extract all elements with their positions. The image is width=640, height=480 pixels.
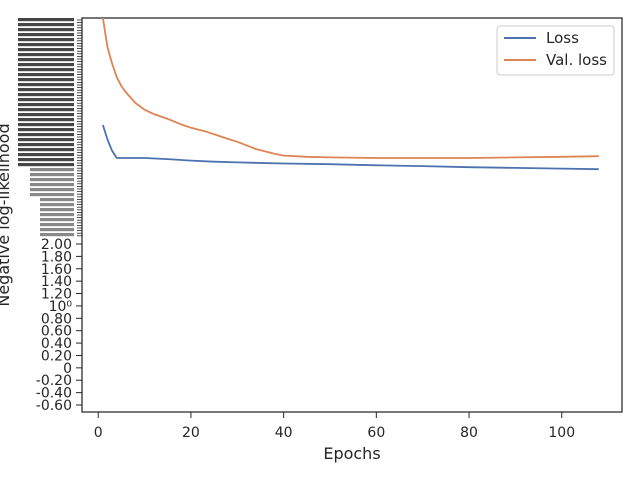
overlapping-tick-label-glyph <box>18 43 74 47</box>
overlap-region <box>18 20 80 64</box>
overlapping-tick-label-glyph <box>30 173 74 177</box>
plot-frame <box>81 17 623 413</box>
x-tick-label: 0 <box>94 425 103 441</box>
overlapping-tick-label-glyph <box>40 198 74 202</box>
y-overflow-tick-cluster <box>18 18 82 237</box>
x-tick-label: 40 <box>275 425 293 441</box>
overlapping-tick-label-glyph <box>40 213 74 217</box>
y-tick-label: 0.40 <box>41 336 72 352</box>
overlapping-tick-label-glyph <box>18 118 74 122</box>
overlapping-tick-label-glyph <box>18 103 74 107</box>
overlapping-tick-label-glyph <box>18 158 74 162</box>
overlapping-tick-label-glyph <box>40 208 74 212</box>
y-tick-label: 1.80 <box>41 249 72 265</box>
overlapping-tick-label-glyph <box>30 193 74 197</box>
overlapping-tick-label-glyph <box>18 93 74 97</box>
x-tick-label: 80 <box>460 425 478 441</box>
overlapping-tick-label-glyph <box>40 218 74 222</box>
overlapping-tick-label-glyph <box>18 128 74 132</box>
y-tick-label: 1.40 <box>41 274 72 290</box>
overlapping-tick-label-glyph <box>18 83 74 87</box>
overlapping-tick-label-glyph <box>40 228 74 232</box>
overlapping-tick-label-glyph <box>18 88 74 92</box>
overlapping-tick-label-glyph <box>18 23 74 27</box>
y-tick-label: 10⁰ <box>49 299 73 315</box>
overlapping-tick-label-glyph <box>30 188 74 192</box>
overlapping-tick-label-glyph <box>18 73 74 77</box>
overlapping-tick-label-glyph <box>18 58 74 62</box>
overlapping-tick-label-glyph <box>18 63 74 67</box>
legend-label-val-loss: Val. loss <box>546 51 607 69</box>
overlapping-tick-label-glyph <box>18 53 74 57</box>
overlapping-tick-label-glyph <box>18 33 74 37</box>
legend-label-loss: Loss <box>546 29 579 47</box>
y-axis: -0.60-0.40-0.2000.200.400.600.8010⁰1.201… <box>36 237 82 414</box>
y-tick-label: 0.20 <box>41 348 72 364</box>
overlapping-tick-label-glyph <box>18 48 74 52</box>
overlapping-tick-label-glyph <box>40 203 74 207</box>
overlapping-tick-label-glyph <box>30 178 74 182</box>
overlapping-tick-label-glyph <box>18 163 74 167</box>
x-tick-label: 60 <box>367 425 385 441</box>
x-axis-label: Epochs <box>323 444 380 463</box>
series-line-loss <box>102 124 599 171</box>
y-tick-label: 1.20 <box>41 287 72 303</box>
y-tick-label: -0.60 <box>36 398 72 414</box>
overlapping-tick-label-glyph <box>18 138 74 142</box>
overlapping-tick-label-glyph <box>40 223 74 227</box>
overlapping-tick-label-glyph <box>18 28 74 32</box>
overlapping-tick-label-glyph <box>18 78 74 82</box>
y-tick-label: 0.60 <box>41 324 72 340</box>
overlapping-tick-label-glyph <box>18 123 74 127</box>
legend: Loss Val. loss <box>496 25 615 76</box>
overlapping-tick-label-glyph <box>18 113 74 117</box>
overlapping-tick-label-glyph <box>18 133 74 137</box>
y-tick-label: 2.00 <box>41 237 72 253</box>
x-tick-label: 20 <box>182 425 200 441</box>
overlapping-tick-label-glyph <box>18 18 74 22</box>
y-tick-label: -0.20 <box>36 373 72 389</box>
overlapping-tick-label-glyph <box>18 108 74 112</box>
y-tick-label: -0.40 <box>36 386 72 402</box>
series-line-val-loss <box>102 17 599 159</box>
y-tick-label: 0.80 <box>41 311 72 327</box>
overlapping-tick-label-glyph <box>30 183 74 187</box>
x-axis: 0 20 40 60 80 100 <box>94 412 575 441</box>
y-tick-label: 0 <box>63 361 72 377</box>
overlapping-tick-label-glyph <box>18 98 74 102</box>
overlapping-tick-label-glyph <box>18 68 74 72</box>
overlapping-tick-label-glyph <box>18 143 74 147</box>
overlapping-tick-label-glyph <box>18 153 74 157</box>
series-lines <box>102 17 599 171</box>
overlapping-tick-label-glyph <box>40 233 74 237</box>
overlapping-tick-label-glyph <box>18 38 74 42</box>
y-tick-label: 1.60 <box>41 262 72 278</box>
overlapping-tick-label-glyph <box>18 148 74 152</box>
overlapping-tick-label-glyph <box>30 168 74 172</box>
y-axis-label: Negative log-likelihood <box>0 123 13 306</box>
x-tick-label: 100 <box>548 425 575 441</box>
